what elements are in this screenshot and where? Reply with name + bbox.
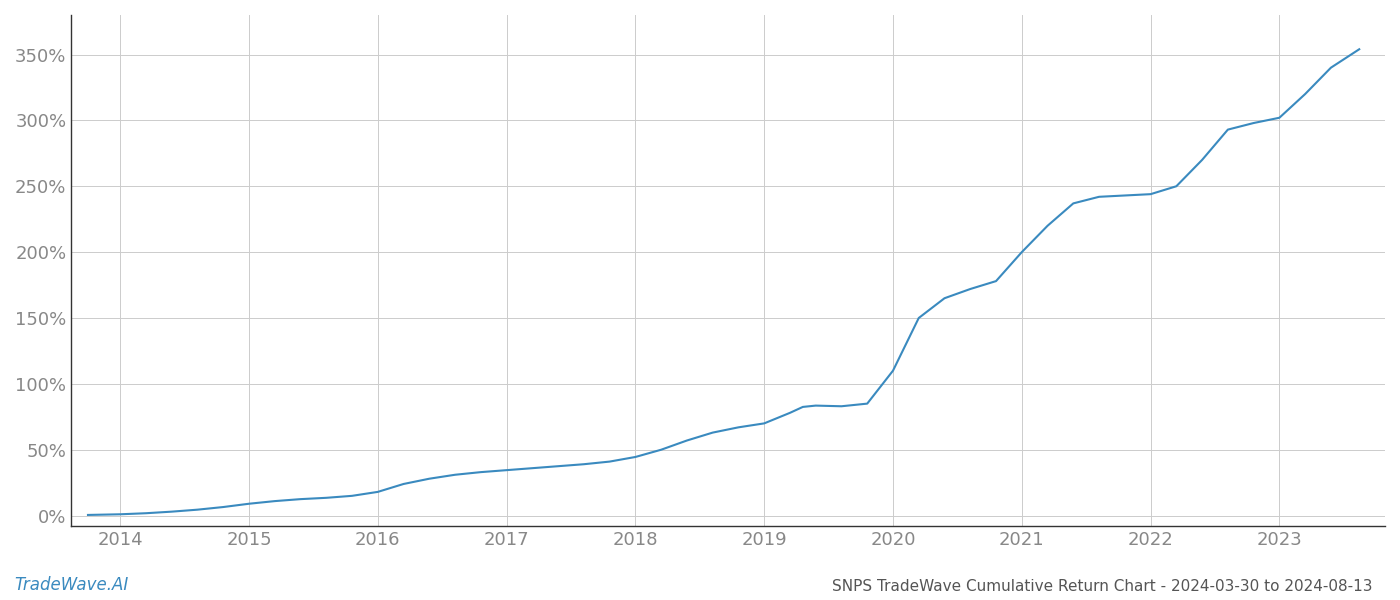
Text: SNPS TradeWave Cumulative Return Chart - 2024-03-30 to 2024-08-13: SNPS TradeWave Cumulative Return Chart -… [832,579,1372,594]
Text: TradeWave.AI: TradeWave.AI [14,576,129,594]
